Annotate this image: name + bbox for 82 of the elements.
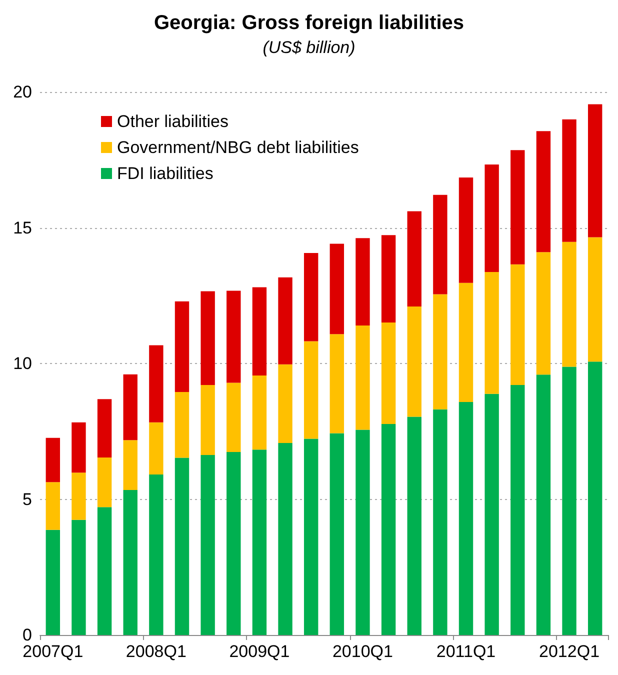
bar <box>381 424 396 635</box>
bar <box>200 291 215 385</box>
bar <box>226 382 241 452</box>
bar <box>200 454 215 635</box>
bar <box>304 341 318 439</box>
bar <box>330 433 344 635</box>
bar <box>278 277 292 364</box>
x-tick-label: 2009Q1 <box>229 642 290 661</box>
bar <box>252 287 267 376</box>
bar <box>458 282 474 402</box>
y-tick-label: 0 <box>22 626 32 644</box>
bar <box>72 422 86 473</box>
chart-title: Georgia: Gross foreign liabilities <box>154 12 464 34</box>
bar <box>97 457 112 508</box>
bar <box>174 301 190 392</box>
bar <box>562 242 576 367</box>
x-tick-label: 2010Q1 <box>332 642 393 661</box>
legend-label: Other liabilities <box>117 112 228 131</box>
bar <box>433 294 448 410</box>
bar <box>330 334 344 434</box>
bar <box>536 374 551 635</box>
y-tick-label: 15 <box>13 218 32 238</box>
bar <box>149 345 164 422</box>
bar <box>226 452 241 635</box>
bar <box>252 375 267 450</box>
x-tick-label: 2007Q1 <box>22 642 84 661</box>
bar <box>588 104 602 238</box>
bar <box>536 252 551 375</box>
bar <box>381 235 396 323</box>
bar <box>200 384 215 455</box>
bar <box>46 530 60 635</box>
bar <box>356 238 370 326</box>
bar <box>46 482 60 530</box>
bar <box>510 150 525 264</box>
x-tick-label: 2012Q1 <box>539 642 600 661</box>
bar <box>46 438 60 482</box>
bar <box>149 422 164 475</box>
bar <box>123 490 138 635</box>
chart-subtitle: (US$ billion) <box>262 38 356 57</box>
bar <box>510 384 525 635</box>
x-tick-label: 2011Q1 <box>436 642 496 661</box>
bar <box>484 272 499 394</box>
bar <box>97 507 112 635</box>
bar <box>458 402 474 635</box>
legend-label: FDI liabilities <box>117 164 214 183</box>
bar <box>72 472 86 520</box>
bar <box>484 394 499 635</box>
bar <box>562 366 576 635</box>
bar <box>174 392 190 458</box>
bar <box>407 416 422 635</box>
bar <box>174 458 190 635</box>
bar <box>304 253 318 342</box>
bar <box>407 306 422 417</box>
bar <box>123 374 138 440</box>
y-tick-label: 20 <box>13 82 32 102</box>
bar <box>226 290 241 383</box>
bar <box>330 244 344 334</box>
bar <box>433 194 448 294</box>
bar <box>278 443 292 635</box>
bar <box>536 131 551 252</box>
bar <box>72 520 86 635</box>
bar <box>407 211 422 306</box>
y-tick-label: 10 <box>13 354 32 373</box>
bar <box>149 474 164 635</box>
bar <box>252 450 267 635</box>
bar <box>123 440 138 490</box>
y-tick-label: 5 <box>22 490 32 509</box>
bar <box>588 237 602 362</box>
bar <box>356 325 370 430</box>
legend-label: Government/NBG debt liabilities <box>117 138 359 157</box>
bar <box>278 364 292 444</box>
bar <box>97 399 112 458</box>
bar <box>304 438 318 635</box>
x-tick-label: 2008Q1 <box>126 642 186 661</box>
bar <box>562 119 576 242</box>
bar <box>484 164 499 272</box>
bar <box>588 362 602 635</box>
bar <box>458 178 474 283</box>
bar <box>510 264 525 385</box>
bar <box>381 322 396 424</box>
bar <box>356 430 370 635</box>
bar <box>433 409 448 635</box>
